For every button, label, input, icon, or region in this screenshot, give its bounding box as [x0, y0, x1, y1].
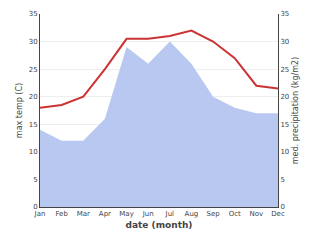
svg-text:Apr: Apr — [99, 210, 111, 218]
svg-text:20: 20 — [280, 93, 289, 101]
svg-text:Dec: Dec — [271, 210, 285, 218]
svg-text:Oct: Oct — [229, 210, 241, 218]
svg-text:30: 30 — [280, 38, 289, 46]
svg-text:35: 35 — [280, 10, 289, 18]
svg-text:10: 10 — [280, 148, 289, 156]
svg-text:Nov: Nov — [250, 210, 264, 218]
svg-text:35: 35 — [29, 10, 38, 18]
svg-text:20: 20 — [29, 93, 38, 101]
svg-text:25: 25 — [280, 66, 289, 74]
svg-text:5: 5 — [280, 176, 284, 184]
svg-text:Jul: Jul — [165, 210, 175, 218]
svg-text:May: May — [119, 210, 133, 218]
svg-text:med. precipitation (kg/m2): med. precipitation (kg/m2) — [291, 57, 300, 164]
svg-text:0: 0 — [33, 203, 37, 211]
svg-text:0: 0 — [280, 203, 284, 211]
svg-text:date (month): date (month) — [126, 220, 193, 230]
svg-text:Jan: Jan — [34, 210, 46, 218]
svg-text:30: 30 — [29, 38, 38, 46]
svg-text:15: 15 — [29, 121, 38, 129]
svg-text:15: 15 — [280, 121, 289, 129]
svg-text:25: 25 — [29, 66, 38, 74]
svg-text:10: 10 — [29, 148, 38, 156]
svg-text:Feb: Feb — [55, 210, 68, 218]
svg-text:Jun: Jun — [142, 210, 154, 218]
svg-text:Mar: Mar — [77, 210, 90, 218]
svg-text:max temp (C): max temp (C) — [15, 83, 24, 138]
svg-text:5: 5 — [33, 176, 37, 184]
svg-text:Aug: Aug — [185, 210, 199, 218]
svg-text:Sep: Sep — [206, 210, 220, 218]
